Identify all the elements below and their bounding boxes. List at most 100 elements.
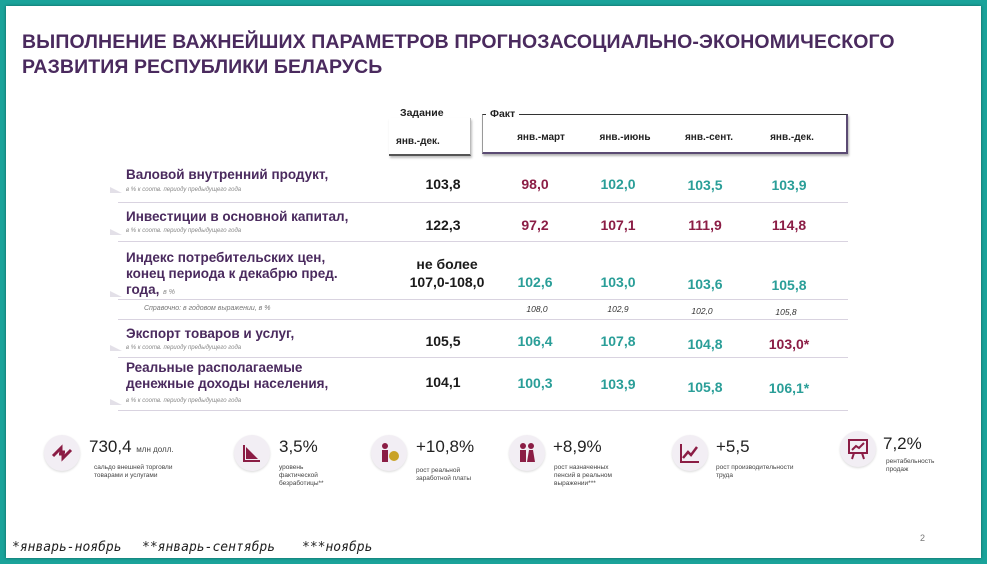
kpi-trade-caption-line-2: товарами и услугами [94,472,158,479]
fact-value-gdp-12m: 103,9 [771,177,807,193]
task-value-investments: 122,3 [425,217,461,233]
kpi-pensions-caption: рост назначенных пенсий в реальном выраж… [554,464,612,488]
fact-value-incomes-12m: 106,1* [768,380,810,396]
row-marker [110,187,122,193]
reference-value-h1: 102,9 [607,304,629,314]
fact-value-investments-9m: 111,9 [688,217,722,233]
row-separator [118,357,848,358]
kpi-trade-caption-line-1: сальдо внешней торговли [94,464,173,471]
task-header-label: Задание [400,107,444,119]
row-title-gdp: Валовой внутренний продукт, [126,167,329,182]
kpi-pensions-caption-line-2: пенсий в реальном [554,472,612,479]
kpi-trade-unit: млн долл. [136,445,174,454]
row-separator [118,202,848,203]
kpi-unemployment-value: 3,5% [279,437,318,456]
title-line-1: ВЫПОЛНЕНИЕ ВАЖНЕЙШИХ ПАРАМЕТРОВ ПРОГНОЗА… [22,31,895,53]
period-header-4: янв.-дек. [770,132,814,143]
kpi-pensions-caption-line-1: рост назначенных [554,464,609,471]
reference-label: Справочно: в годовом выражении, в % [144,305,271,312]
fact-value-export-h1: 107,8 [600,333,636,349]
row-unit-cpi: в % [163,289,175,296]
fact-value-incomes-h1: 103,9 [600,376,636,392]
fact-value-cpi-h1: 103,0 [600,274,636,290]
kpi-unemployment-caption-line-2: фактической [279,472,318,479]
kpi-trade-caption: сальдо внешней торговли товарами и услуг… [94,464,172,480]
page-number: 2 [920,533,926,543]
row-title-cpi-line-2: конец периода к декабрю пред. [126,266,338,281]
fact-value-gdp-q1: 98,0 [521,176,549,192]
fact-value-incomes-q1: 100,3 [517,375,553,391]
kpi-productivity-caption-line-1: рост производительности [716,464,794,471]
row-title-incomes: Реальные располагаемые денежные доходы н… [126,360,328,392]
row-separator [118,241,848,242]
kpi-productivity-caption: рост производительности труда [716,464,793,480]
row-subtitle-investments: в % к соотв. периоду предыдущего года [126,228,242,234]
period-header-3: янв.-сент. [684,132,734,143]
reference-value-9m: 102,0 [691,306,713,316]
kpi-unemployment-caption: уровень фактической безработицы** [279,464,324,488]
reference-value-12m: 105,8 [775,307,797,317]
footnote-1: *январь-ноябрь [12,540,122,555]
fact-value-investments-h1: 107,1 [600,217,636,233]
task-value-cpi: не более 107,0-108,0 [391,255,503,291]
row-title-investments: Инвестиции в основной капитал, [126,209,349,224]
row-separator [118,299,848,300]
row-subtitle-gdp: в % к соотв. периоду предыдущего года [126,187,242,193]
fact-value-cpi-q1: 102,6 [517,274,553,290]
row-title-incomes-line-1: Реальные располагаемые [126,360,303,375]
fact-value-cpi-12m: 105,8 [771,277,807,293]
fact-header-box [482,114,848,154]
task-value-gdp: 103,8 [425,176,461,192]
task-header-box [389,118,471,156]
footnote-3: ***ноябрь [302,540,373,555]
kpi-wages-caption-line-2: заработной платы [416,475,472,482]
row-separator [118,410,848,411]
kpi-trade-value: 730,4 млн долл. [89,437,174,457]
kpi-trade-number: 730,4 [89,437,132,456]
fact-value-investments-q1: 97,2 [521,217,549,233]
kpi-pensions-caption-line-3: выражении*** [554,480,596,487]
kpi-profitability-value: 7,2% [883,434,922,453]
row-title-incomes-line-2: денежные доходы населения, [126,376,329,391]
title-line-2: РАЗВИТИЯ РЕСПУБЛИКИ БЕЛАРУСЬ [22,56,383,78]
fact-value-gdp-9m: 103,5 [687,177,723,193]
fact-value-investments-12m: 114,8 [771,217,807,233]
task-value-incomes: 104,1 [425,374,461,390]
kpi-pensions-value: +8,9% [553,437,602,456]
row-title-cpi-line-3: года, в % [126,282,338,301]
fact-value-gdp-h1: 102,0 [600,176,636,192]
row-title-cpi-line-3-text: года, [126,282,160,297]
row-title-cpi-line-1: Индекс потребительских цен, [126,250,326,265]
slide: ВЫПОЛНЕНИЕ ВАЖНЕЙШИХ ПАРАМЕТРОВ ПРОГНОЗА… [6,6,981,558]
task-value-export: 105,5 [425,333,461,349]
task-value-cpi-line-1: не более [416,256,478,272]
row-marker [110,345,122,351]
row-marker [110,399,122,405]
kpi-unemployment-caption-line-1: уровень [279,464,304,471]
task-value-cpi-line-2: 107,0-108,0 [409,274,485,290]
presentation-chart-icon [840,431,876,467]
footnote-2: **январь-сентябрь [142,540,276,555]
row-subtitle-export: в % к соотв. периоду предыдущего года [126,345,242,351]
kpi-wages-value: +10,8% [416,437,475,456]
period-header-2: янв.-июнь [599,132,651,143]
fact-value-cpi-9m: 103,6 [687,276,723,292]
kpi-profitability-caption-line-1: рентабельность [886,458,935,465]
row-marker [110,291,122,297]
trade-arrows-icon [44,435,80,471]
kpi-unemployment-caption-line-3: безработицы** [279,480,324,487]
elderly-couple-icon [509,435,545,471]
person-coin-icon [371,435,407,471]
declining-chart-icon [234,435,270,471]
row-title-cpi: Индекс потребительских цен, конец период… [126,250,338,301]
kpi-productivity-value: +5,5 [716,437,750,456]
fact-value-export-9m: 104,8 [687,336,723,352]
fact-value-export-q1: 106,4 [517,333,553,349]
kpi-profitability-caption: рентабельность продаж [886,458,934,474]
task-period-label: янв.-дек. [396,136,440,147]
page-title: ВЫПОЛНЕНИЕ ВАЖНЕЙШИХ ПАРАМЕТРОВ ПРОГНОЗА… [22,30,962,80]
fact-value-export-12m: 103,0* [768,336,810,352]
row-separator [118,319,848,320]
period-header-1: янв.-март [517,132,565,143]
fact-value-incomes-9m: 105,8 [687,379,723,395]
